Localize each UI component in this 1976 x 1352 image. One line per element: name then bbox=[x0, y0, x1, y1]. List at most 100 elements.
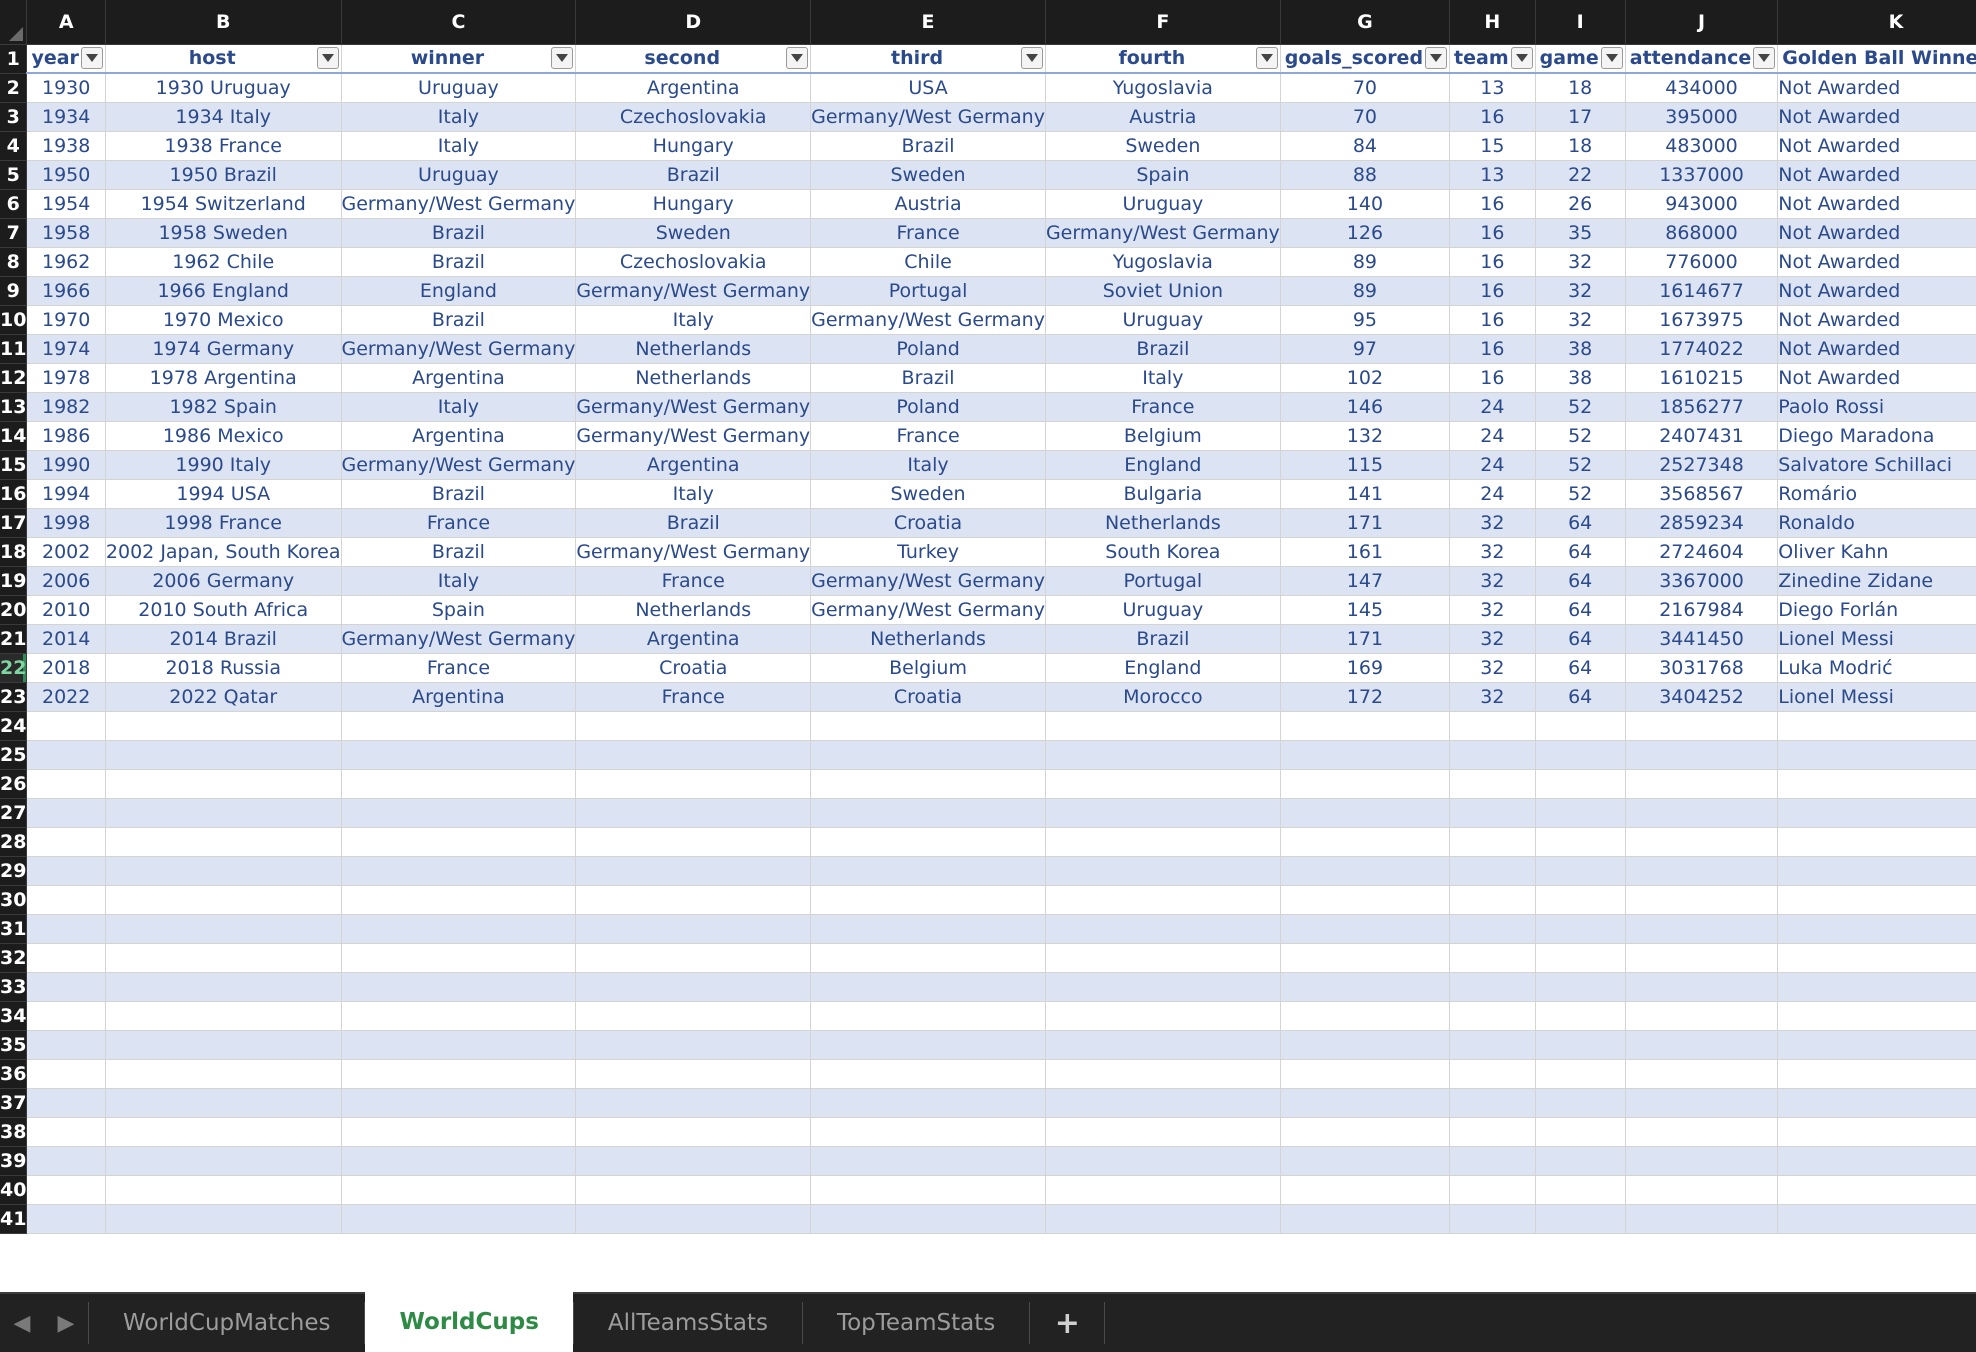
row-number[interactable]: 35 bbox=[0, 1030, 28, 1060]
table-cell[interactable]: Lionel Messi bbox=[1777, 682, 1976, 712]
table-cell[interactable]: 1610215 bbox=[1625, 363, 1779, 393]
header-cell-winner[interactable]: winner bbox=[341, 44, 577, 74]
table-cell[interactable]: 32 bbox=[1535, 247, 1626, 277]
row-number[interactable]: 28 bbox=[0, 827, 28, 857]
table-cell[interactable] bbox=[1045, 1088, 1281, 1118]
table-cell[interactable] bbox=[575, 1088, 812, 1118]
row-number[interactable]: 39 bbox=[0, 1146, 28, 1176]
table-cell[interactable]: 64 bbox=[1535, 595, 1626, 625]
table-cell[interactable]: 3404252 bbox=[1625, 682, 1779, 712]
select-all-corner[interactable] bbox=[0, 0, 28, 45]
table-cell[interactable] bbox=[810, 972, 1046, 1002]
table-cell[interactable]: Hungary bbox=[575, 189, 812, 219]
table-cell[interactable]: 3031768 bbox=[1625, 653, 1779, 683]
table-cell[interactable] bbox=[1280, 885, 1451, 915]
table-cell[interactable]: Brazil bbox=[341, 218, 577, 248]
table-cell[interactable]: 1978 Argentina bbox=[105, 363, 342, 393]
table-cell[interactable]: Czechoslovakia bbox=[575, 102, 812, 132]
row-number[interactable]: 12 bbox=[0, 363, 28, 393]
table-cell[interactable]: Poland bbox=[810, 334, 1046, 364]
filter-dropdown-icon[interactable] bbox=[316, 47, 339, 70]
table-cell[interactable]: Germany/West Germany bbox=[575, 537, 812, 567]
table-cell[interactable] bbox=[1449, 1175, 1536, 1205]
table-cell[interactable]: USA bbox=[810, 73, 1046, 103]
table-cell[interactable] bbox=[1777, 1030, 1976, 1060]
table-cell[interactable] bbox=[1045, 1059, 1281, 1089]
column-letter-k[interactable]: K bbox=[1777, 0, 1976, 45]
table-cell[interactable] bbox=[1449, 1001, 1536, 1031]
row-number[interactable]: 24 bbox=[0, 711, 28, 741]
table-cell[interactable] bbox=[1625, 1030, 1779, 1060]
table-cell[interactable] bbox=[1280, 1030, 1451, 1060]
table-cell[interactable]: Sweden bbox=[810, 479, 1046, 509]
table-cell[interactable] bbox=[1777, 1088, 1976, 1118]
table-cell[interactable]: Italy bbox=[575, 305, 812, 335]
table-cell[interactable]: 2527348 bbox=[1625, 450, 1779, 480]
table-cell[interactable]: 38 bbox=[1535, 363, 1626, 393]
table-cell[interactable]: 102 bbox=[1280, 363, 1451, 393]
row-number[interactable]: 8 bbox=[0, 247, 28, 277]
table-cell[interactable]: 32 bbox=[1449, 595, 1536, 625]
table-cell[interactable] bbox=[810, 1030, 1046, 1060]
table-cell[interactable] bbox=[1625, 856, 1779, 886]
table-cell[interactable]: Spain bbox=[1045, 160, 1281, 190]
row-number[interactable]: 36 bbox=[0, 1059, 28, 1089]
table-cell[interactable]: Uruguay bbox=[1045, 189, 1281, 219]
header-cell-year[interactable]: year bbox=[26, 44, 106, 74]
table-cell[interactable] bbox=[575, 885, 812, 915]
table-cell[interactable]: 3568567 bbox=[1625, 479, 1779, 509]
table-cell[interactable]: 32 bbox=[1449, 653, 1536, 683]
row-number[interactable]: 34 bbox=[0, 1001, 28, 1031]
table-cell[interactable]: Not Awarded bbox=[1777, 160, 1976, 190]
table-cell[interactable]: 16 bbox=[1449, 102, 1536, 132]
table-cell[interactable]: 171 bbox=[1280, 508, 1451, 538]
table-cell[interactable]: Not Awarded bbox=[1777, 276, 1976, 306]
table-cell[interactable] bbox=[1045, 1117, 1281, 1147]
table-cell[interactable]: 1337000 bbox=[1625, 160, 1779, 190]
tab-worldcups[interactable]: WorldCups bbox=[365, 1292, 573, 1352]
table-cell[interactable]: 32 bbox=[1535, 276, 1626, 306]
table-cell[interactable] bbox=[1449, 827, 1536, 857]
table-cell[interactable]: 2018 Russia bbox=[105, 653, 342, 683]
table-cell[interactable]: Sweden bbox=[1045, 131, 1281, 161]
table-cell[interactable] bbox=[1449, 711, 1536, 741]
table-cell[interactable]: Italy bbox=[1045, 363, 1281, 393]
table-cell[interactable] bbox=[1280, 711, 1451, 741]
table-cell[interactable] bbox=[810, 769, 1046, 799]
table-cell[interactable] bbox=[1777, 1175, 1976, 1205]
table-cell[interactable]: 1990 Italy bbox=[105, 450, 342, 480]
table-cell[interactable]: France bbox=[810, 218, 1046, 248]
table-cell[interactable]: 1673975 bbox=[1625, 305, 1779, 335]
table-cell[interactable]: 2859234 bbox=[1625, 508, 1779, 538]
table-cell[interactable]: 2006 bbox=[26, 566, 106, 596]
row-number[interactable]: 40 bbox=[0, 1175, 28, 1205]
table-cell[interactable] bbox=[575, 1146, 812, 1176]
table-cell[interactable]: Soviet Union bbox=[1045, 276, 1281, 306]
table-cell[interactable] bbox=[1535, 1204, 1626, 1234]
header-cell-games[interactable]: game bbox=[1535, 44, 1626, 74]
table-cell[interactable] bbox=[1449, 885, 1536, 915]
table-cell[interactable]: 84 bbox=[1280, 131, 1451, 161]
table-cell[interactable] bbox=[105, 740, 342, 770]
table-cell[interactable] bbox=[26, 914, 106, 944]
table-cell[interactable]: Chile bbox=[810, 247, 1046, 277]
table-cell[interactable]: Not Awarded bbox=[1777, 73, 1976, 103]
table-cell[interactable]: Germany/West Germany bbox=[575, 392, 812, 422]
table-cell[interactable]: 32 bbox=[1449, 682, 1536, 712]
table-cell[interactable]: 2010 South Africa bbox=[105, 595, 342, 625]
table-cell[interactable]: 1614677 bbox=[1625, 276, 1779, 306]
row-number[interactable]: 33 bbox=[0, 972, 28, 1002]
table-cell[interactable]: 24 bbox=[1449, 479, 1536, 509]
table-cell[interactable] bbox=[1535, 1175, 1626, 1205]
table-cell[interactable] bbox=[341, 1001, 577, 1031]
table-cell[interactable]: Brazil bbox=[341, 305, 577, 335]
table-cell[interactable] bbox=[1777, 711, 1976, 741]
row-number[interactable]: 41 bbox=[0, 1204, 28, 1234]
table-cell[interactable]: Italy bbox=[341, 131, 577, 161]
table-cell[interactable] bbox=[810, 1175, 1046, 1205]
table-cell[interactable] bbox=[575, 1001, 812, 1031]
table-cell[interactable] bbox=[1280, 827, 1451, 857]
table-cell[interactable]: England bbox=[341, 276, 577, 306]
table-cell[interactable]: 1962 bbox=[26, 247, 106, 277]
table-cell[interactable]: 13 bbox=[1449, 160, 1536, 190]
